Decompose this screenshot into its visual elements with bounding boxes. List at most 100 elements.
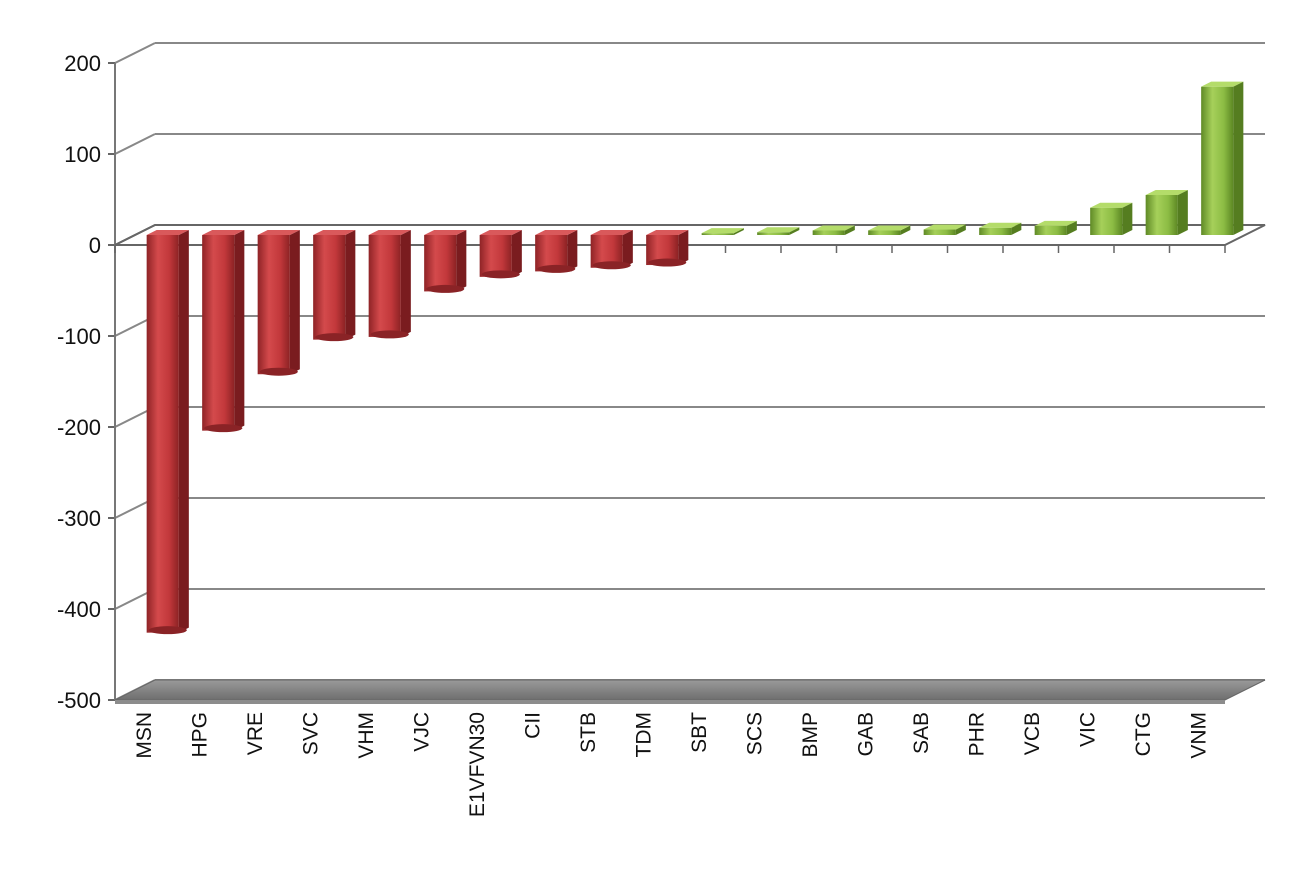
zero-plane (114, 224, 1266, 246)
bar-side (789, 227, 800, 235)
y-tick-label: -100 (57, 324, 101, 349)
floor-layer (114, 679, 1266, 704)
x-tick-label: SVC (299, 712, 322, 755)
bar-front (368, 235, 401, 337)
bar-bottom-cap (426, 284, 465, 293)
bar (979, 222, 1022, 235)
bar (757, 227, 800, 235)
bar-bottom-cap (259, 367, 298, 376)
y-tick-label: -400 (57, 597, 101, 622)
bar-bottom-cap (481, 270, 520, 279)
bar-top (424, 230, 467, 235)
bar (868, 225, 911, 235)
bar-front (313, 235, 346, 340)
bar-front (812, 230, 845, 235)
x-tick-label: VCB (1021, 712, 1044, 755)
bar-side (955, 224, 966, 235)
bar-front (479, 235, 512, 277)
bar-bottom-cap (592, 261, 631, 270)
bar-bottom-cap (204, 424, 243, 433)
bar-side (178, 230, 189, 633)
bar-front (146, 235, 179, 633)
bars-layer (146, 81, 1244, 635)
bar-side (1177, 189, 1188, 235)
bar-front (202, 235, 235, 431)
bar-side (622, 230, 633, 268)
bar-top (868, 225, 911, 231)
bar (701, 228, 744, 235)
bar-front (757, 232, 790, 235)
bar-top (146, 230, 189, 235)
bar (923, 224, 966, 235)
x-tick-label: VNM (1187, 712, 1210, 759)
bar (479, 230, 522, 279)
bar-bottom-cap (370, 330, 409, 339)
bar (1034, 220, 1077, 235)
x-tick-label: PHR (965, 712, 988, 756)
x-tick-label: BMP (799, 712, 822, 758)
bar-top (368, 230, 411, 235)
bar-side (1066, 220, 1077, 235)
bar-side (900, 225, 911, 235)
bar-top (812, 225, 855, 231)
bar-top (313, 230, 356, 235)
bar-top (1034, 220, 1077, 226)
bar-top (923, 224, 966, 230)
bar-top (479, 230, 522, 235)
bar (590, 230, 633, 270)
gridline-wall (114, 133, 156, 155)
y-tick-label: 100 (64, 142, 101, 167)
x-tick-label: TDM (632, 712, 655, 758)
bar-bottom-cap (537, 264, 576, 273)
bar-side (678, 230, 689, 266)
bar-front (424, 235, 457, 292)
x-tick-label: VHM (355, 712, 378, 759)
bar (1145, 189, 1188, 235)
bar-top (1090, 202, 1133, 208)
bar (424, 230, 467, 293)
bar-side (567, 230, 578, 272)
x-tick-label: VIC (1076, 712, 1099, 747)
y-tick-label: -300 (57, 506, 101, 531)
bar (146, 230, 189, 635)
bar-side (733, 228, 744, 235)
bar-front (701, 233, 734, 235)
bar-bottom-cap (315, 333, 354, 342)
x-tick-label: VJC (410, 712, 433, 752)
x-tick-label: SAB (910, 712, 933, 754)
bar-side (1122, 202, 1133, 235)
bar-top (590, 230, 633, 235)
x-tick-label: CII (521, 712, 544, 739)
bar (646, 230, 689, 267)
y-tick-label: 200 (64, 51, 101, 76)
bar-side (511, 230, 522, 277)
bar-side (1233, 81, 1244, 235)
bar-front (868, 230, 901, 235)
bar-side (1011, 222, 1022, 235)
y-tick-label: -500 (57, 688, 101, 713)
x-tick-label: CTG (1132, 712, 1155, 756)
bar-front (1034, 225, 1067, 235)
bar-top (1201, 81, 1244, 87)
bar-front (1201, 86, 1234, 235)
bar-top (1145, 189, 1188, 195)
bar-side (400, 230, 411, 337)
x-tick-label: GAB (854, 712, 877, 756)
chart-floor-edge (115, 700, 1225, 704)
x-tick-label: E1VFVN30 (466, 712, 489, 817)
x-tick-label: HPG (188, 712, 211, 758)
bar-front (1090, 207, 1123, 235)
bar-front (923, 229, 956, 235)
gridline-wall (114, 42, 156, 64)
bar-front (257, 235, 290, 375)
x-tick-label: SCS (743, 712, 766, 755)
bar (1201, 81, 1244, 235)
bar (812, 225, 855, 235)
bar-top (979, 222, 1022, 228)
bar (1090, 202, 1133, 235)
y-tick-label: 0 (89, 233, 101, 258)
bar-top (757, 227, 800, 233)
bar-bottom-cap (648, 258, 687, 267)
